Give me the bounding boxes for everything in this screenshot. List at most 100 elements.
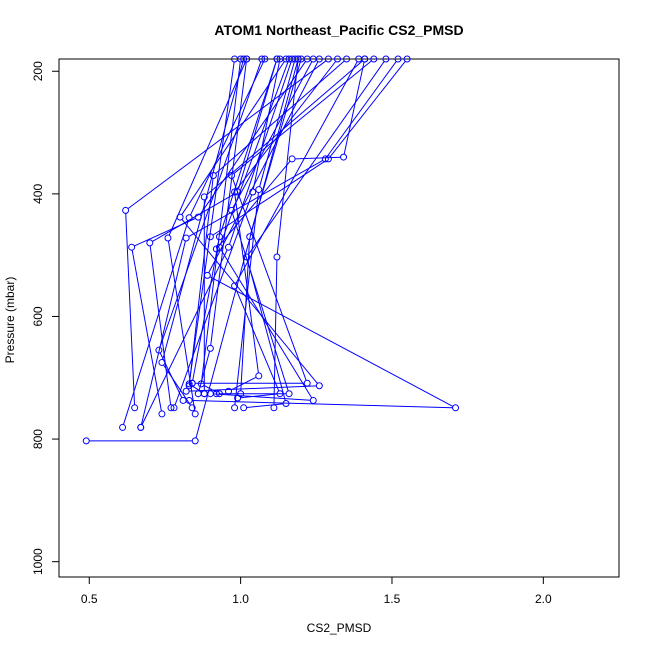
data-point [261,55,269,63]
x-tick-label: 2.0 [535,592,552,606]
series-line-segment [149,245,172,405]
data-point [270,404,278,412]
series-line-segment [168,61,246,236]
series-line-segment [234,192,259,405]
data-point [324,155,332,163]
series-line-segment [174,194,253,406]
series-line-segment [276,61,299,255]
data-point [249,188,257,196]
series-line-segment [131,250,162,412]
x-axis-label: CS2_PMSD [307,621,372,635]
data-point [82,437,90,445]
series-line-segment [152,193,236,242]
series-line-segment [246,403,284,409]
series-line-segment [192,239,220,381]
series-line-segment [198,351,211,391]
data-point [128,243,136,251]
series-layer [82,55,460,445]
series-line-segment [233,60,372,174]
data-point [206,233,214,241]
series-line-segment [232,61,313,209]
data-point [361,55,369,63]
series-line-segment [162,61,244,360]
data-point [282,400,290,408]
data-point [309,55,317,63]
data-point [343,55,351,63]
y-axis-label: Pressure (mbar) [3,277,17,364]
series-9 [158,55,248,412]
series-line-segment [220,249,313,399]
data-point [258,55,266,63]
x-tick-label: 1.5 [384,592,401,606]
data-point [382,55,390,63]
y-tick-label: 800 [31,429,45,449]
data-point [255,186,263,194]
series-20 [270,55,302,412]
series-line-segment [259,61,295,187]
data-point [212,245,220,253]
y-axis: 200 400 600 800 1000 [31,61,59,575]
series-line-segment [252,61,280,190]
series-line-segment [217,160,291,248]
series-line-segment [188,159,324,237]
data-point [403,55,411,63]
series-line-segment [195,61,298,439]
series-line-segment [230,376,257,391]
series-line-segment [213,393,311,401]
x-tick-label: 0.5 [81,592,98,606]
data-point [146,239,154,247]
series-line-segment [163,364,191,406]
series-line-segment [191,385,203,393]
data-point [119,423,127,431]
data-point [333,55,341,63]
data-point [137,423,145,431]
series-line-segment [210,61,247,346]
series-line-segment [199,61,306,215]
series-24 [185,55,239,398]
data-point [185,380,193,388]
series-30 [137,55,402,431]
data-point [340,153,348,161]
series-line-segment [181,61,285,215]
data-point [324,55,332,63]
data-point [209,171,217,179]
data-point [288,155,296,163]
data-point [225,243,233,251]
series-18 [231,55,363,402]
data-point [309,396,317,404]
series-line-segment [141,249,228,425]
series-line-segment [140,240,186,425]
data-point [191,410,199,418]
series-line-segment [329,61,406,157]
data-point [285,390,293,398]
x-tick-label: 1.0 [232,592,249,606]
series-25 [197,55,245,398]
series-line-segment [219,61,277,235]
series-line-segment [343,61,365,155]
data-point [188,404,196,412]
data-point [191,437,199,445]
series-line-segment [235,61,358,284]
series-line-segment [181,219,318,384]
series-15 [206,55,317,404]
data-point [182,387,190,395]
data-point [185,396,193,404]
series-28 [212,55,369,253]
series-line-segment [189,178,214,383]
data-point [231,282,239,290]
series-line-segment [189,61,235,381]
data-point [200,193,208,201]
data-point [231,404,239,412]
data-point [206,344,214,352]
data-point [237,390,245,398]
y-tick-label: 1000 [31,548,45,575]
series-line-segment [295,156,341,160]
data-point [243,253,251,261]
data-point [212,390,220,398]
data-point [273,55,281,63]
data-point [273,253,281,261]
data-point [225,387,233,395]
